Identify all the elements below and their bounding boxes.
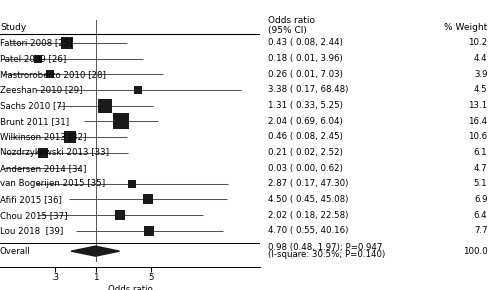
Text: 4.70 ( 0.55, 40.16): 4.70 ( 0.55, 40.16) xyxy=(268,226,348,235)
Text: 3.9: 3.9 xyxy=(474,70,488,79)
Text: 4.7: 4.7 xyxy=(474,164,488,173)
Text: % Weight: % Weight xyxy=(444,23,488,32)
Polygon shape xyxy=(71,246,120,256)
Text: Nozdrzykowski 2013 [33]: Nozdrzykowski 2013 [33] xyxy=(0,148,109,157)
Text: Study: Study xyxy=(0,23,26,32)
Text: Sachs 2010 [7]: Sachs 2010 [7] xyxy=(0,101,65,110)
Text: (I-square: 30.5%; P=0.140): (I-square: 30.5%; P=0.140) xyxy=(268,250,385,259)
Text: 4.4: 4.4 xyxy=(474,54,488,63)
Text: 0.43 ( 0.08, 2.44): 0.43 ( 0.08, 2.44) xyxy=(268,38,342,47)
Text: Andersen 2014 [34]: Andersen 2014 [34] xyxy=(0,164,86,173)
Text: Mastroroberto 2010 [28]: Mastroroberto 2010 [28] xyxy=(0,70,106,79)
Text: Chou 2015 [37]: Chou 2015 [37] xyxy=(0,211,68,220)
Text: 2.87 ( 0.17, 47.30): 2.87 ( 0.17, 47.30) xyxy=(268,179,348,188)
Text: 0.21 ( 0.02, 2.52): 0.21 ( 0.02, 2.52) xyxy=(268,148,342,157)
Text: 7.7: 7.7 xyxy=(474,226,488,235)
Text: Zeeshan 2010 [29]: Zeeshan 2010 [29] xyxy=(0,85,82,94)
Text: 6.4: 6.4 xyxy=(474,211,488,220)
Text: 0.46 ( 0.08, 2.45): 0.46 ( 0.08, 2.45) xyxy=(268,132,342,141)
Text: 0.26 ( 0.01, 7.03): 0.26 ( 0.01, 7.03) xyxy=(268,70,342,79)
Text: 10.2: 10.2 xyxy=(468,38,487,47)
Text: Overall: Overall xyxy=(0,246,31,256)
Text: 3.38 ( 0.17, 68.48): 3.38 ( 0.17, 68.48) xyxy=(268,85,348,94)
Text: Wilkinson 2013 [32]: Wilkinson 2013 [32] xyxy=(0,132,86,141)
X-axis label: Odds ratio: Odds ratio xyxy=(108,285,152,290)
Text: Afifi 2015 [36]: Afifi 2015 [36] xyxy=(0,195,62,204)
Text: 6.1: 6.1 xyxy=(474,148,488,157)
Text: 1.31 ( 0.33, 5.25): 1.31 ( 0.33, 5.25) xyxy=(268,101,342,110)
Text: 2.04 ( 0.69, 6.04): 2.04 ( 0.69, 6.04) xyxy=(268,117,342,126)
Text: van Bogerijen 2015 [35]: van Bogerijen 2015 [35] xyxy=(0,179,105,188)
Text: Brunt 2011 [31]: Brunt 2011 [31] xyxy=(0,117,69,126)
Text: 6.9: 6.9 xyxy=(474,195,488,204)
Text: 16.4: 16.4 xyxy=(468,117,487,126)
Text: 100.0: 100.0 xyxy=(463,246,487,256)
Text: 0.03 ( 0.00, 0.62): 0.03 ( 0.00, 0.62) xyxy=(268,164,342,173)
Text: 4.50 ( 0.45, 45.08): 4.50 ( 0.45, 45.08) xyxy=(268,195,348,204)
Text: 0.98 (0.48, 1.97); P=0.947: 0.98 (0.48, 1.97); P=0.947 xyxy=(268,243,382,252)
Text: Lou 2018  [39]: Lou 2018 [39] xyxy=(0,226,63,235)
Text: Odds ratio
(95% CI): Odds ratio (95% CI) xyxy=(268,16,314,35)
Text: 10.6: 10.6 xyxy=(468,132,487,141)
Text: 13.1: 13.1 xyxy=(468,101,487,110)
Text: 5.1: 5.1 xyxy=(474,179,488,188)
Text: 4.5: 4.5 xyxy=(474,85,488,94)
Text: Fattori 2008 [25]: Fattori 2008 [25] xyxy=(0,38,72,47)
Text: 0.18 ( 0.01, 3.96): 0.18 ( 0.01, 3.96) xyxy=(268,54,342,63)
Text: 2.02 ( 0.18, 22.58): 2.02 ( 0.18, 22.58) xyxy=(268,211,348,220)
Text: Patel 2009 [26]: Patel 2009 [26] xyxy=(0,54,66,63)
